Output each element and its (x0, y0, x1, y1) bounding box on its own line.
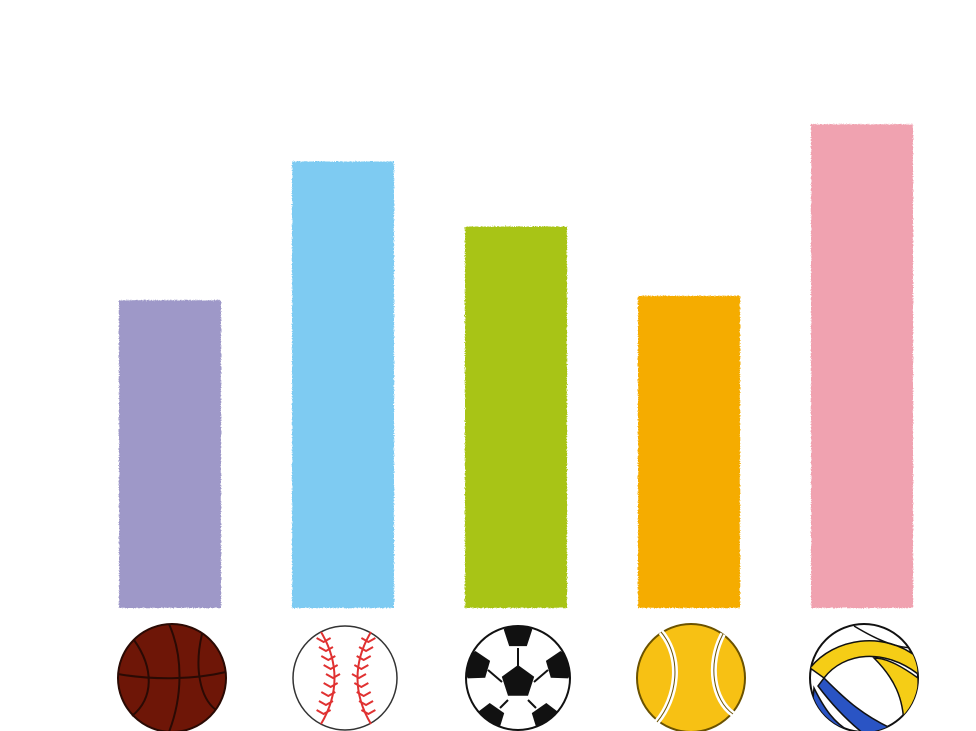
tennis-ball-icon (636, 623, 746, 731)
volleyball-icon (809, 623, 919, 731)
bar-tennis (638, 295, 740, 608)
soccer-ball-icon (465, 625, 571, 731)
basketball-icon (117, 623, 227, 731)
bars (119, 124, 913, 609)
baseball-icon (292, 625, 398, 731)
bar-soccer (465, 226, 567, 608)
bar-baseball (292, 161, 394, 608)
category-icons (117, 623, 919, 731)
bar-volleyball (811, 124, 913, 609)
bar-basketball (119, 300, 221, 608)
axes (10, 14, 976, 614)
